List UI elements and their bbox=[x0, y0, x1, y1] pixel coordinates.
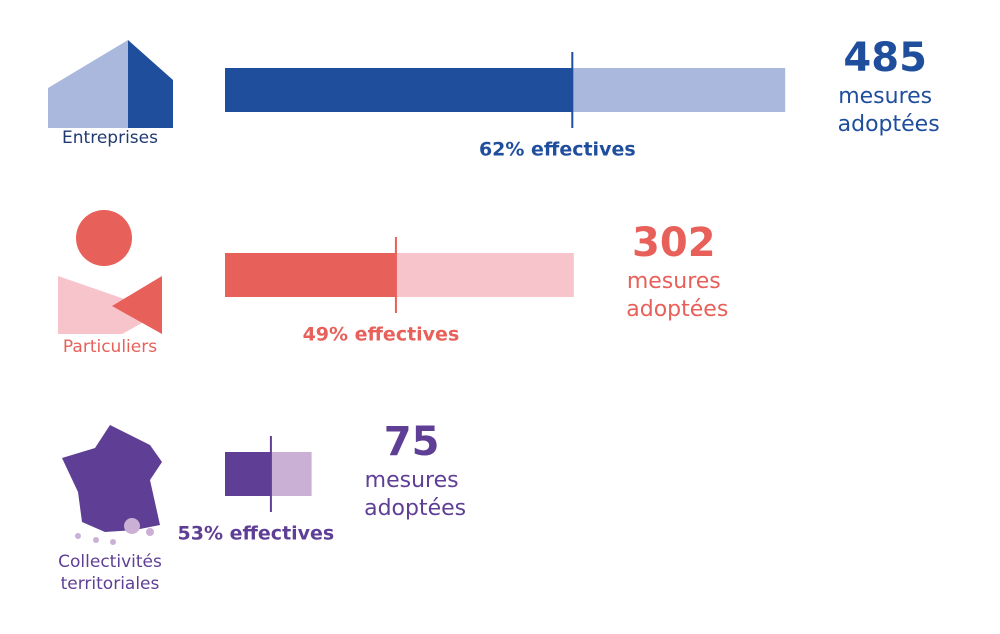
effective-bar bbox=[225, 253, 396, 297]
icon-entreprises bbox=[48, 40, 173, 128]
effective-bar bbox=[225, 452, 271, 496]
unit-label: mesures adoptées bbox=[619, 269, 728, 322]
total-number: 302 bbox=[632, 220, 716, 266]
category-label: Collectivités territoriales bbox=[58, 552, 162, 594]
icon-particuliers bbox=[58, 210, 162, 334]
category-label: Entreprises bbox=[62, 128, 158, 148]
effective-bar bbox=[225, 68, 573, 112]
total-number: 75 bbox=[384, 419, 440, 465]
effective-label: 49% effectives bbox=[303, 324, 460, 346]
total-number: 485 bbox=[843, 35, 927, 81]
unit-label: mesures adoptées bbox=[831, 84, 940, 137]
effective-label: 53% effectives bbox=[178, 523, 335, 545]
icon-france bbox=[62, 425, 162, 545]
effective-label: 62% effectives bbox=[479, 139, 636, 161]
unit-label: mesures adoptées bbox=[357, 468, 466, 521]
category-label: Particuliers bbox=[62, 337, 158, 357]
